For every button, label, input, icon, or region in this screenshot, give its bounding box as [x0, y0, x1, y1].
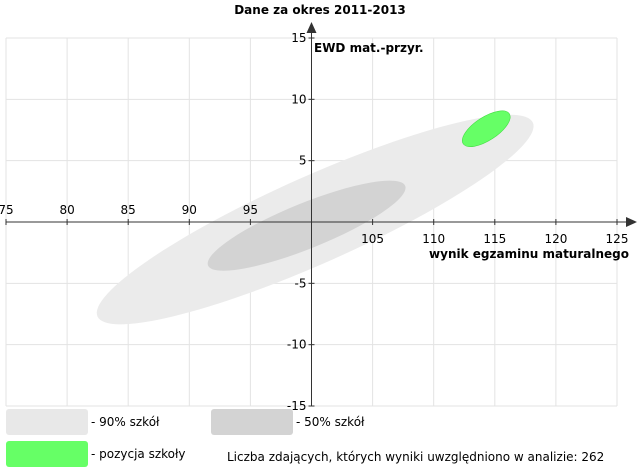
y-tick-label: 15 — [291, 31, 306, 45]
x-axis-label: wynik egzaminu maturalnego — [429, 247, 629, 261]
y-axis-label: EWD mat.-przyr. — [314, 41, 424, 55]
y-tick-label: -5 — [295, 276, 307, 290]
legend-swatch-90 — [6, 409, 88, 435]
axes — [6, 22, 637, 406]
y-tick-label: 10 — [291, 92, 306, 106]
legend-swatch-50 — [211, 409, 293, 435]
x-tick-label: 105 — [361, 232, 384, 246]
legend-label-50: - 50% szkół — [296, 415, 365, 429]
x-axis-arrow — [626, 217, 637, 227]
x-tick-label: 90 — [182, 203, 197, 217]
legend-label-school: - pozycja szkoły — [91, 447, 186, 461]
legend-label-90: - 90% szkół — [91, 415, 160, 429]
ellipse-50-percent — [207, 180, 406, 271]
x-tick-label: 125 — [606, 232, 629, 246]
x-tick-label: 95 — [243, 203, 258, 217]
x-tick-label: 85 — [121, 203, 136, 217]
x-tick-label: 110 — [422, 232, 445, 246]
legend-swatch-school — [6, 441, 88, 467]
analysis-note: Liczba zdających, których wyniki uwzględ… — [227, 450, 605, 464]
x-tick-label: 120 — [544, 232, 567, 246]
y-axis-arrow — [306, 22, 317, 33]
y-tick-label: -10 — [287, 338, 307, 352]
y-tick-label: 5 — [299, 154, 307, 168]
x-tick-label: 75 — [0, 203, 14, 217]
x-tick-label: 115 — [483, 232, 506, 246]
ellipse-school-position — [462, 110, 511, 147]
ellipses — [96, 110, 534, 325]
x-tick-label: 80 — [59, 203, 74, 217]
chart-title: Dane za okres 2011-2013 — [234, 3, 406, 17]
